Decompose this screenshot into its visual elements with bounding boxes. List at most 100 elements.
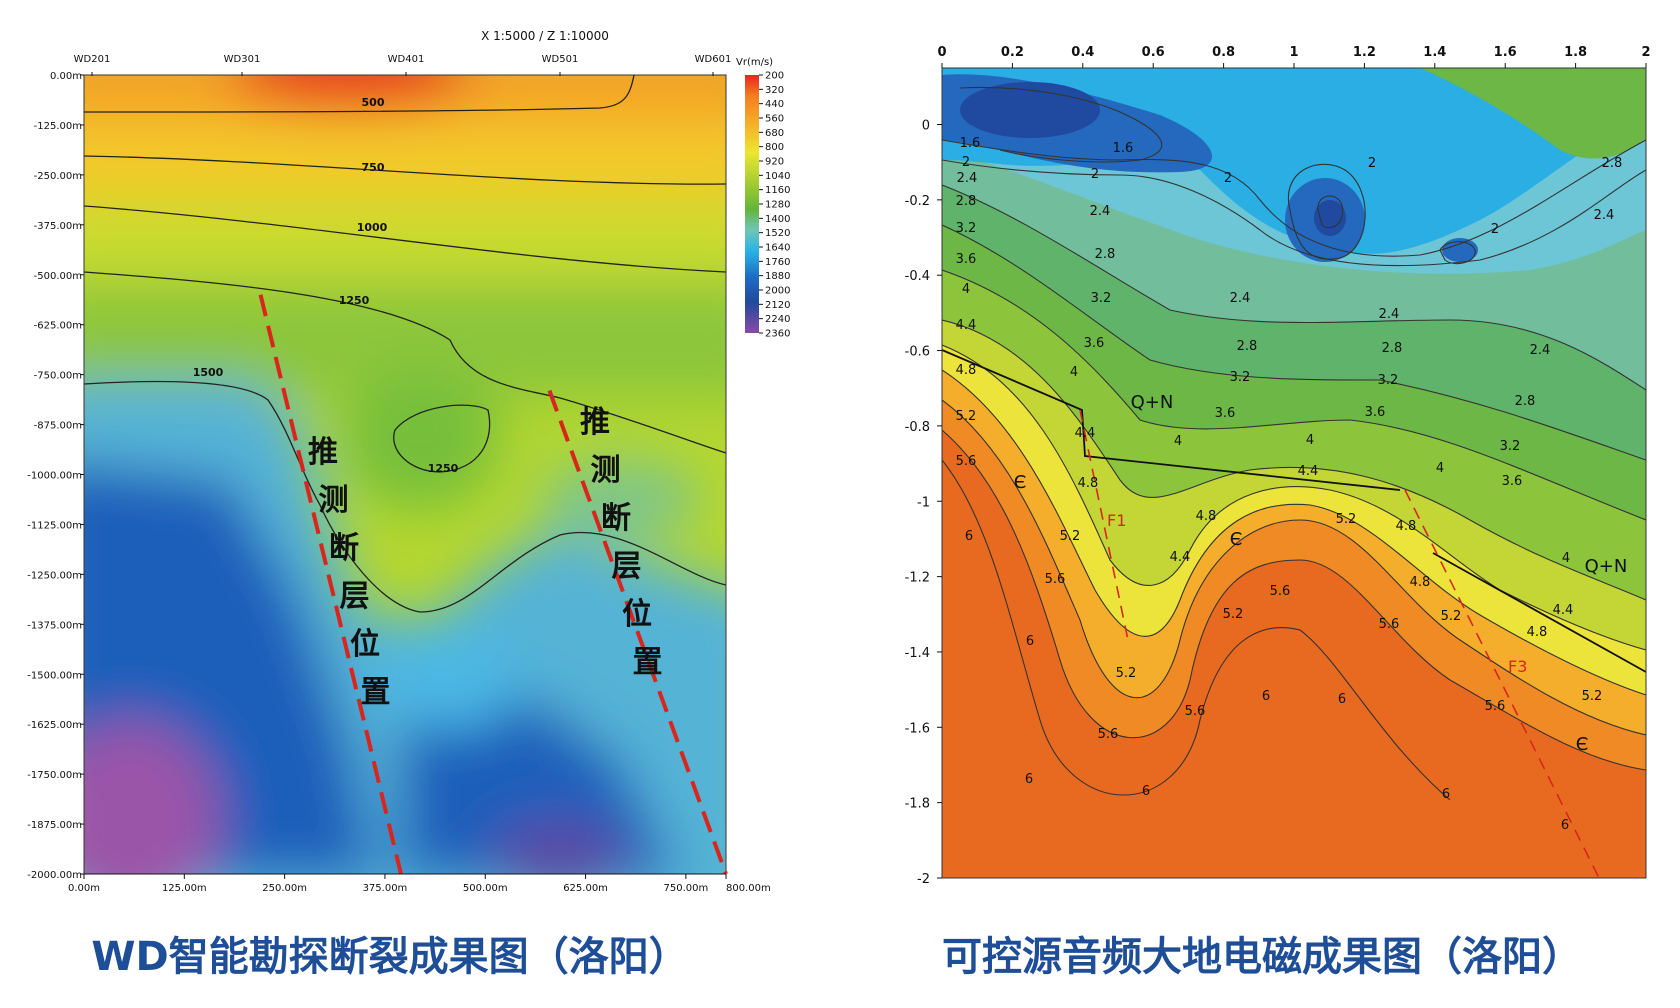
- contour-label: 1000: [357, 221, 388, 234]
- caption-left: WD智能勘探断裂成果图（洛阳）: [91, 934, 688, 980]
- x-tick-label: 2: [1641, 45, 1650, 60]
- x-tick-label: 250.00m: [262, 883, 307, 894]
- y-tick-label: -875.00m: [34, 421, 82, 432]
- colorbar-tick-label: 1400: [765, 214, 790, 225]
- contour-label: 5.6: [956, 454, 977, 469]
- y-tick-label: -2: [917, 872, 930, 887]
- x-tick-label: 750.00m: [664, 883, 709, 894]
- fault-label-char: 层: [340, 579, 370, 614]
- fault-label-char: 置: [633, 645, 663, 680]
- region-label: Є: [1014, 472, 1027, 493]
- contour-labels: 500 750 1000 1250 1500 1250: [193, 96, 459, 475]
- x-tick-label: 1.8: [1564, 45, 1587, 60]
- contour-label: 4: [1562, 551, 1570, 566]
- contour-label: 750: [362, 161, 385, 174]
- contour-label: 2: [1091, 167, 1099, 182]
- fault-labels-right: F1 F3: [1107, 511, 1527, 676]
- y-tick-label: -1750.00m: [27, 770, 82, 781]
- colorbar-tick-label: 2360: [765, 329, 790, 340]
- well-label: WD401: [388, 54, 425, 65]
- y-tick-label: -0.8: [905, 420, 930, 435]
- fault-label-char: 断: [329, 531, 359, 566]
- contour-label: 6: [1142, 784, 1150, 799]
- contour-label: 2.4: [1379, 307, 1400, 322]
- y-tick-label: -1000.00m: [27, 471, 82, 482]
- x-tick-label: 1.2: [1353, 45, 1376, 60]
- colorbar-tick-label: 1520: [765, 228, 790, 239]
- contour-label: 5.2: [1223, 607, 1244, 622]
- contour-label: 4.4: [1298, 464, 1319, 479]
- contour-label: 4: [1306, 433, 1314, 448]
- contour-label: 5.6: [1098, 727, 1119, 742]
- contour-label: 4.8: [1410, 575, 1431, 590]
- y-tick-label: -0.6: [905, 345, 930, 360]
- contour-label: 4.4: [1553, 603, 1574, 618]
- colorbar-tick-label: 1640: [765, 243, 790, 254]
- y-tick-label: -1250.00m: [27, 570, 82, 581]
- contour-label: 4.4: [1170, 550, 1191, 565]
- contour-label: 2: [1224, 171, 1232, 186]
- contour-label: 5.2: [1116, 666, 1137, 681]
- x-tick-label: 0.8: [1212, 45, 1235, 60]
- contour-label: 3.2: [1500, 439, 1521, 454]
- region-label: Є: [1576, 734, 1589, 755]
- y-tick-label: -1.2: [905, 571, 930, 586]
- y-tick-label: 0: [922, 119, 930, 134]
- fault-label-char: 测: [591, 453, 621, 488]
- contour-label: 1.6: [1113, 141, 1134, 156]
- fault-lines: [258, 294, 728, 875]
- fault-label: F3: [1508, 657, 1527, 676]
- right-x-axis: 0 0.2 0.4 0.6 0.8 1 1.2 1.4 1.6 1.8 2: [937, 45, 1651, 68]
- x-tick-label: 1: [1289, 45, 1298, 60]
- contour-label: 1250: [428, 462, 459, 475]
- contour-label: 3.6: [956, 252, 977, 267]
- colorbar-tick-label: 2240: [765, 314, 790, 325]
- fault-label-char: 推: [308, 435, 338, 470]
- contour-label: 2: [1491, 222, 1499, 237]
- fault-label: F1: [1107, 511, 1126, 530]
- contour-label: 500: [362, 96, 385, 109]
- contour-label: 2: [962, 155, 970, 170]
- x-tick-label: 1.4: [1423, 45, 1446, 60]
- y-tick-label: 0.00m: [50, 71, 82, 82]
- y-tick-label: -1625.00m: [27, 720, 82, 731]
- y-tick-label: -1875.00m: [27, 820, 82, 831]
- y-tick-label: -2000.00m: [27, 870, 82, 881]
- colorbar-tick-label: 2120: [765, 300, 790, 311]
- well-label: WD301: [224, 54, 261, 65]
- contour-label: 4.8: [1527, 625, 1548, 640]
- colorbar: Vr(m/s) 200 320 440 560 680 800 920 1040 1160 128…: [736, 57, 790, 340]
- fault-label-char: 层: [612, 549, 642, 584]
- colorbar-tick-label: 440: [765, 99, 784, 110]
- colorbar-tick-label: 560: [765, 114, 784, 125]
- contour-label: 2.4: [1090, 204, 1111, 219]
- colorbar-tick-label: 1040: [765, 171, 790, 182]
- colorbar-ticks: 200 320 440 560 680 800 920 1040 1160 1280 1400 152…: [759, 71, 790, 340]
- contour-label: 3.6: [1084, 336, 1105, 351]
- colorbar-tick-label: 680: [765, 128, 784, 139]
- contour-label: 5.6: [1270, 584, 1291, 599]
- x-tick-label: 800.00m: [726, 883, 771, 894]
- contour-label: 2.4: [1594, 208, 1615, 223]
- contour-label: 5.2: [956, 409, 977, 424]
- left-y-axis: 0.00m -125.00m -250.00m -375.00m -500.00m -62…: [27, 71, 84, 881]
- fault-label-char: 位: [622, 597, 652, 632]
- x-tick-label: 0.6: [1142, 45, 1165, 60]
- colorbar-tick-label: 800: [765, 142, 784, 153]
- contour-label: 2: [1368, 156, 1376, 171]
- well-label: WD601: [695, 54, 732, 65]
- fault-label-char: 推: [580, 405, 610, 440]
- region-label: Є: [1230, 529, 1243, 550]
- y-tick-label: -1125.00m: [27, 520, 82, 531]
- fault-line: [258, 294, 403, 875]
- contour-label: 4: [1436, 461, 1444, 476]
- colorbar-tick-label: 1760: [765, 257, 790, 268]
- x-tick-label: 0.2: [1001, 45, 1024, 60]
- region-labels: Q+N Q+N Є Є Є: [1014, 392, 1628, 755]
- contour-label: 5.6: [1379, 617, 1400, 632]
- contour-label: 4.8: [1078, 476, 1099, 491]
- contour-label: 6: [1338, 692, 1346, 707]
